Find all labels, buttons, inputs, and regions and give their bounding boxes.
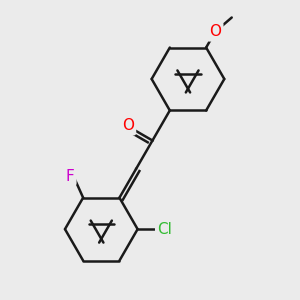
Text: F: F [65, 169, 74, 184]
Text: Cl: Cl [157, 222, 172, 237]
Text: O: O [122, 118, 134, 133]
Text: O: O [209, 24, 221, 39]
